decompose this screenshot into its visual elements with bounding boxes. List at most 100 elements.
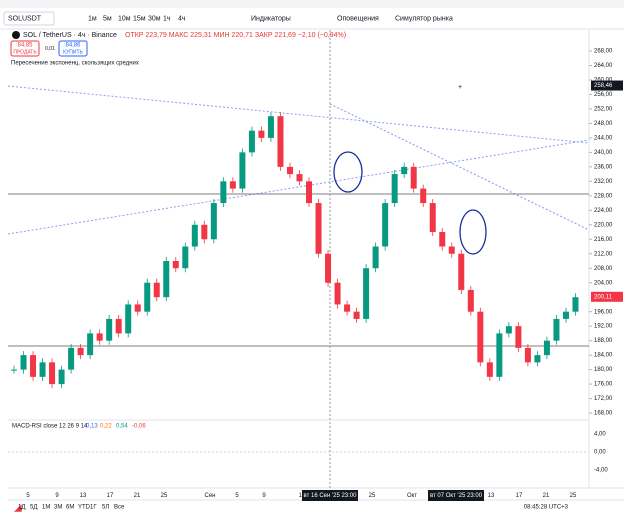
x-tick-label: 17 <box>516 493 523 499</box>
sell-button[interactable] <box>10 40 40 57</box>
range-button[interactable]: YTD <box>78 505 91 511</box>
y-tick-label: 216,00 <box>594 237 613 243</box>
candle <box>153 282 160 298</box>
range-button[interactable]: 5Л <box>102 505 109 511</box>
y-tick-label: 176,00 <box>594 382 613 388</box>
price-tag-label: 200,11 <box>594 294 613 300</box>
x-tick-label: 13 <box>488 493 495 499</box>
buy-price[interactable]: 84,86 <box>65 43 81 49</box>
candle <box>163 260 170 298</box>
interval-button[interactable]: 10м <box>118 15 131 22</box>
y-tick-label: 248,00 <box>594 121 613 127</box>
macd-tick-label: 0,00 <box>594 450 606 456</box>
clock: 08:45:28 UTC+3 <box>524 505 569 511</box>
simulator-button[interactable]: Симулятор рынка <box>395 15 453 22</box>
interval-button[interactable]: 4ч <box>178 15 186 22</box>
x-tick-label: Окт <box>407 493 417 499</box>
symbol-title: SOL / TetherUS · 4ч · Binance <box>23 32 117 39</box>
sell-label[interactable]: ПРОДАТЬ <box>13 49 37 55</box>
symbol-search[interactable] <box>3 11 55 26</box>
y-tick-label: 204,00 <box>594 280 613 286</box>
candle <box>553 318 560 341</box>
candle <box>201 224 208 240</box>
candle <box>353 311 360 319</box>
candle <box>30 355 37 377</box>
macd-value: -0,06 <box>132 424 146 430</box>
range-button[interactable]: Все <box>114 505 125 511</box>
interval-button[interactable]: 30м <box>148 15 161 22</box>
cursor: + <box>458 84 462 91</box>
candle <box>191 224 198 247</box>
candle <box>325 253 332 283</box>
range-button[interactable]: 1М <box>42 505 50 511</box>
candle <box>286 166 293 175</box>
y-tick-label: 256,00 <box>594 92 613 98</box>
x-tick-label: 13 <box>80 493 87 499</box>
candle <box>134 304 141 312</box>
y-tick-label: 228,00 <box>594 193 613 199</box>
candle <box>248 130 255 153</box>
candle <box>448 246 455 254</box>
sell-price[interactable]: 84,85 <box>17 43 33 49</box>
x-tick-label: 21 <box>543 493 550 499</box>
y-tick-label: 268,00 <box>594 49 613 55</box>
alerts-button[interactable]: Оповещения <box>337 15 379 22</box>
symbol-icon <box>12 31 20 39</box>
spread: 0,01 <box>45 46 55 52</box>
candle <box>58 369 65 385</box>
trend-line <box>7 85 590 144</box>
candle <box>477 311 484 363</box>
candle <box>524 347 531 363</box>
x-tick-label: вт 16 Сен '25 23:00 <box>304 493 358 499</box>
candle <box>49 362 56 385</box>
candle <box>87 333 94 356</box>
y-tick-label: 220,00 <box>594 222 613 228</box>
x-tick-label: вт 07 Окт '25 23:00 <box>430 493 483 499</box>
range-button[interactable]: 1Г <box>90 505 97 511</box>
candle <box>182 246 189 269</box>
x-tick-label: 9 <box>262 493 266 499</box>
y-tick-label: 192,00 <box>594 324 613 330</box>
y-tick-label: 252,00 <box>594 107 613 113</box>
x-tick-label: 5 <box>26 493 30 499</box>
trend-line <box>329 103 590 231</box>
range-button[interactable]: 3М <box>54 505 62 511</box>
interval-button[interactable]: 15м <box>133 15 146 22</box>
range-button[interactable]: 5Д <box>30 505 37 511</box>
y-tick-label: 168,00 <box>594 411 613 417</box>
candle <box>382 203 389 247</box>
buy-button[interactable] <box>58 40 88 57</box>
buy-label[interactable]: КУПИТЬ <box>63 49 83 55</box>
y-tick-label: 196,00 <box>594 309 613 315</box>
y-tick-label: 172,00 <box>594 396 613 402</box>
candle <box>496 333 503 377</box>
macd-tick-label: -4,00 <box>594 468 608 474</box>
y-tick-label: 236,00 <box>594 164 613 170</box>
range-button[interactable]: 1Д <box>18 505 25 511</box>
candle <box>220 181 227 204</box>
y-tick-label: 188,00 <box>594 338 613 344</box>
range-button[interactable]: 6М <box>66 505 74 511</box>
candle <box>562 311 569 319</box>
x-tick-label: 21 <box>134 493 141 499</box>
indicator-label: Пересечение экспоненц. скользящих средни… <box>11 61 139 67</box>
time-tag <box>428 490 484 501</box>
candle <box>172 260 179 269</box>
interval-button[interactable]: 1ч <box>163 15 171 22</box>
candle <box>372 246 379 269</box>
price-tag <box>591 291 623 302</box>
candle <box>39 362 46 377</box>
macd-value: -0,13 <box>84 424 98 430</box>
interval-button[interactable]: 5м <box>103 15 112 22</box>
indicators-button[interactable]: Индикаторы <box>251 15 291 22</box>
macd-value: 0,54 <box>116 424 128 430</box>
interval-button[interactable]: 1м <box>88 15 97 22</box>
candle <box>467 289 474 312</box>
symbol[interactable]: SOLUSDT <box>8 15 42 22</box>
macd-tick-label: 4,00 <box>594 432 606 438</box>
candle <box>344 304 351 312</box>
y-tick-label: 232,00 <box>594 179 613 185</box>
y-tick-label: 180,00 <box>594 367 613 373</box>
